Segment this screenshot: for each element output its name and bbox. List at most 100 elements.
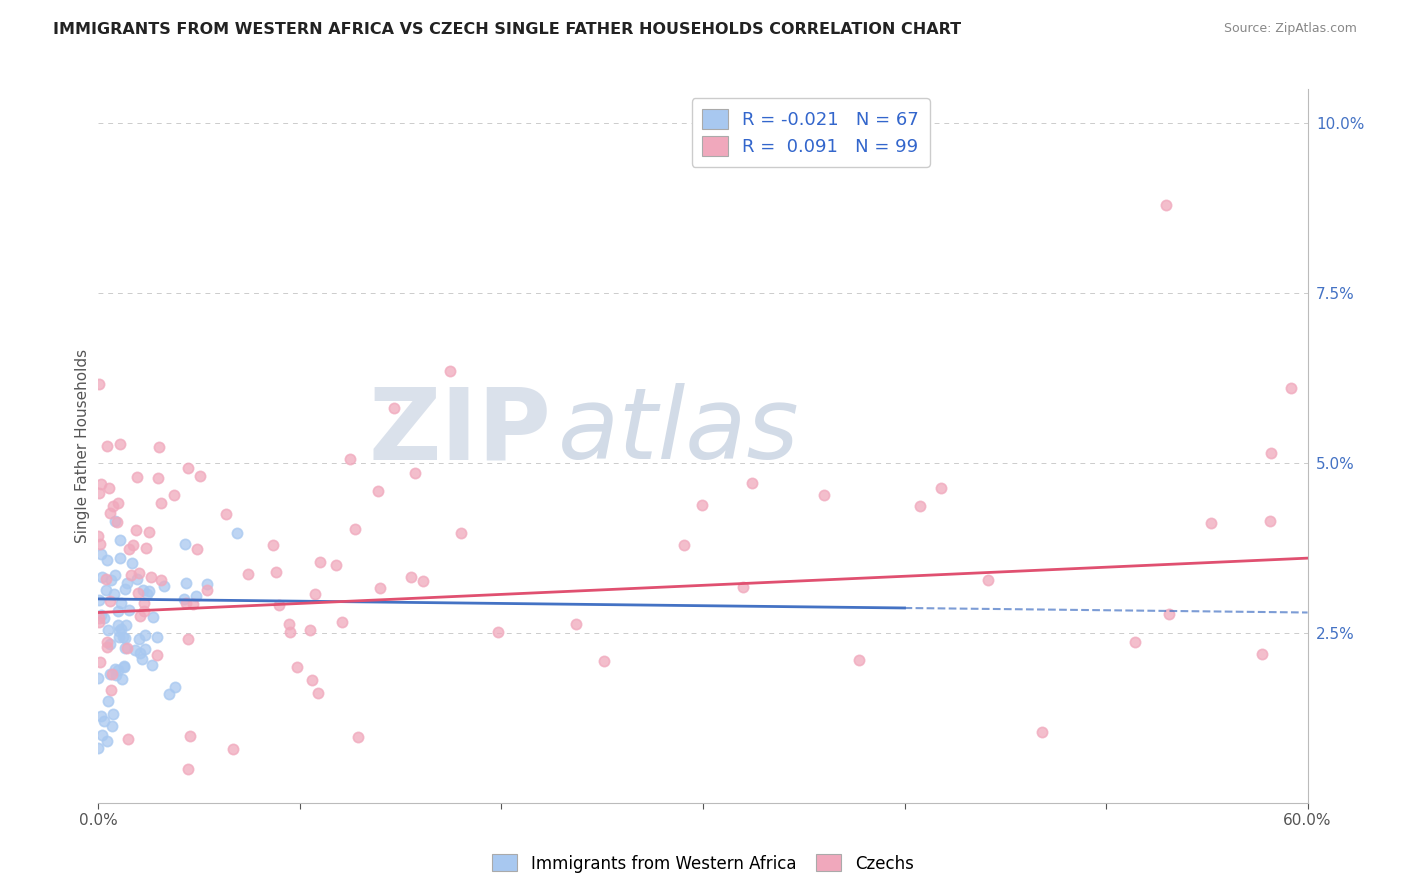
Point: [87, 671, 110, 685]
Point: [222, 742, 245, 756]
Point: [908, 500, 931, 514]
Point: [813, 488, 835, 502]
Point: [98, 481, 121, 495]
Point: [98, 637, 121, 651]
Point: [90, 708, 112, 723]
Point: [190, 469, 212, 483]
Point: [285, 660, 308, 674]
Point: [127, 585, 149, 599]
Point: [100, 574, 122, 588]
Point: [138, 583, 160, 598]
Point: [177, 762, 200, 776]
Point: [91, 728, 114, 742]
Point: [94, 582, 117, 597]
Point: [1154, 198, 1177, 212]
Point: [309, 555, 332, 569]
Point: [731, 580, 754, 594]
Point: [110, 622, 132, 636]
Point: [146, 471, 169, 485]
Point: [439, 364, 461, 378]
Point: [94, 573, 117, 587]
Point: [330, 615, 353, 629]
Point: [89, 655, 111, 669]
Point: [174, 537, 197, 551]
Point: [1279, 381, 1302, 395]
Point: [181, 597, 204, 611]
Point: [304, 587, 326, 601]
Point: [1031, 725, 1053, 739]
Point: [93, 611, 115, 625]
Point: [848, 653, 870, 667]
Point: [138, 525, 160, 540]
Legend: R = -0.021   N = 67, R =  0.091   N = 99: R = -0.021 N = 67, R = 0.091 N = 99: [692, 98, 929, 167]
Point: [299, 623, 322, 637]
Point: [1201, 516, 1223, 530]
Point: [741, 475, 763, 490]
Point: [278, 624, 301, 639]
Point: [104, 668, 127, 682]
Point: [108, 624, 131, 639]
Point: [1157, 607, 1180, 621]
Point: [163, 680, 186, 694]
Point: [382, 401, 405, 415]
Point: [346, 731, 368, 745]
Point: [128, 566, 150, 581]
Point: [132, 604, 155, 618]
Point: [87, 485, 110, 500]
Point: [111, 672, 134, 686]
Point: [690, 498, 713, 512]
Point: [96, 635, 118, 649]
Point: [120, 568, 142, 582]
Point: [142, 610, 165, 624]
Point: [404, 466, 426, 480]
Point: [97, 624, 120, 638]
Point: [150, 496, 173, 510]
Point: [110, 533, 132, 547]
Point: [121, 538, 143, 552]
Point: [105, 515, 128, 529]
Point: [128, 632, 150, 646]
Point: [89, 537, 111, 551]
Text: Source: ZipAtlas.com: Source: ZipAtlas.com: [1223, 22, 1357, 36]
Point: [125, 523, 148, 537]
Point: [129, 609, 152, 624]
Legend: Immigrants from Western Africa, Czechs: Immigrants from Western Africa, Czechs: [486, 847, 920, 880]
Point: [104, 567, 127, 582]
Point: [150, 573, 173, 587]
Point: [101, 707, 124, 722]
Point: [136, 587, 159, 601]
Point: [101, 499, 124, 513]
Point: [96, 439, 118, 453]
Point: [195, 576, 218, 591]
Point: [174, 596, 197, 610]
Point: [114, 582, 136, 597]
Point: [118, 602, 141, 616]
Point: [174, 575, 197, 590]
Point: [186, 542, 208, 557]
Text: ZIP: ZIP: [368, 384, 551, 480]
Point: [107, 664, 129, 678]
Point: [177, 461, 200, 475]
Point: [214, 507, 236, 521]
Point: [132, 596, 155, 610]
Point: [131, 652, 153, 666]
Text: atlas: atlas: [558, 384, 800, 480]
Point: [96, 552, 118, 566]
Point: [139, 570, 162, 584]
Point: [134, 627, 156, 641]
Point: [115, 640, 138, 655]
Point: [148, 440, 170, 454]
Point: [107, 618, 129, 632]
Point: [124, 642, 146, 657]
Point: [117, 731, 139, 746]
Point: [114, 640, 136, 655]
Point: [93, 714, 115, 729]
Point: [179, 729, 201, 743]
Point: [108, 437, 131, 451]
Point: [97, 694, 120, 708]
Point: [195, 583, 218, 598]
Point: [173, 592, 195, 607]
Point: [98, 594, 121, 608]
Point: [114, 631, 136, 645]
Point: [112, 660, 135, 674]
